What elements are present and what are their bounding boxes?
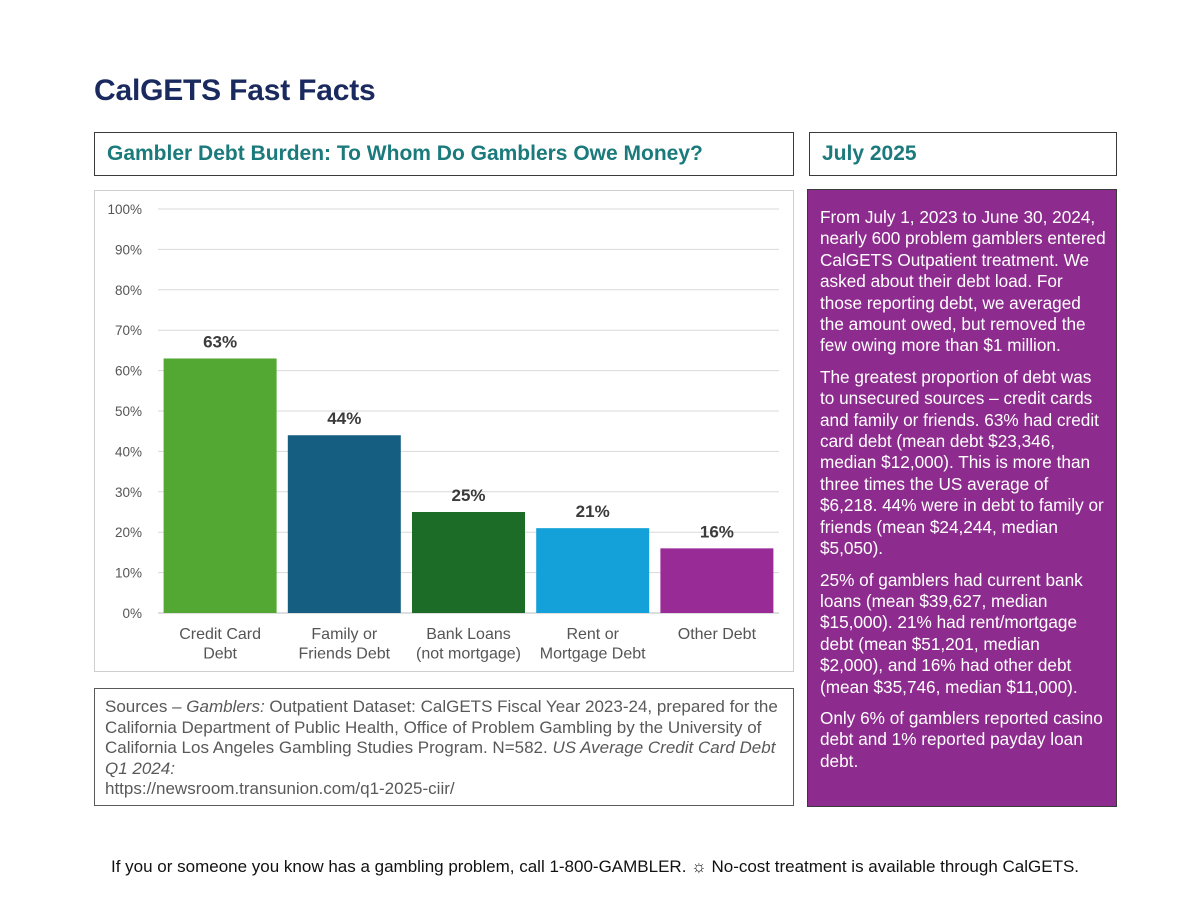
category-label: Credit Card — [179, 626, 261, 643]
sources-lead: Sources – — [105, 697, 187, 716]
y-axis-ticks: 0% 10% 20% 30% 40% 50% 60% 70% 80% 90% 100% — [107, 202, 142, 621]
y-tick-label: 90% — [115, 242, 142, 257]
chart-title-panel: Gambler Debt Burden: To Whom Do Gamblers… — [94, 132, 794, 176]
y-tick-label: 70% — [115, 323, 142, 338]
y-tick-label: 100% — [107, 202, 142, 217]
y-tick-label: 50% — [115, 404, 142, 419]
category-label: Friends Debt — [299, 646, 391, 663]
category-label: Debt — [203, 646, 237, 663]
category-label: Family or — [311, 626, 377, 643]
y-tick-label: 30% — [115, 485, 142, 500]
sources-dataset-label: Gamblers: — [186, 697, 265, 716]
bar — [660, 548, 774, 613]
category-label: (not mortgage) — [416, 646, 521, 663]
chart-panel: 0% 10% 20% 30% 40% 50% 60% 70% 80% 90% 100% 63% 44%… — [94, 190, 794, 672]
helpline-footer: If you or someone you know has a gamblin… — [110, 857, 1080, 876]
data-label: 21% — [576, 502, 610, 521]
summary-paragraph: The greatest proportion of debt was to u… — [820, 366, 1104, 559]
sources-url: https://newsroom.transunion.com/q1-2025-… — [105, 779, 455, 798]
chart-title: Gambler Debt Burden: To Whom Do Gamblers… — [107, 142, 703, 165]
bar — [412, 512, 525, 613]
report-date: July 2025 — [822, 142, 917, 165]
page-title: CalGETS Fast Facts — [94, 74, 376, 107]
y-tick-label: 40% — [115, 444, 142, 459]
category-label: Rent or — [566, 626, 619, 643]
sources-us-label: US Average Credit Card Debt Q1 2024: — [105, 738, 776, 778]
data-label: 44% — [327, 409, 361, 428]
y-tick-label: 80% — [115, 283, 142, 298]
data-label: 25% — [451, 486, 485, 505]
sources-text: Sources – Gamblers: Outpatient Dataset: … — [105, 697, 783, 800]
data-label: 63% — [203, 332, 237, 351]
summary-paragraph: Only 6% of gamblers reported casino debt… — [820, 707, 1103, 771]
value-labels: 63% 44% 25% 21% 16% — [203, 332, 734, 541]
summary-paragraph: From July 1, 2023 to June 30, 2024, near… — [820, 207, 1106, 356]
y-tick-label: 20% — [115, 525, 142, 540]
y-tick-label: 10% — [115, 566, 142, 581]
summary-paragraph: 25% of gamblers had current bank loans (… — [820, 569, 1083, 697]
bar — [163, 358, 277, 613]
bar — [287, 435, 401, 613]
bar — [536, 528, 650, 613]
sources-panel: Sources – Gamblers: Outpatient Dataset: … — [94, 688, 794, 806]
sources-dataset-text: Outpatient Dataset: CalGETS Fiscal Year … — [105, 697, 778, 757]
category-label: Mortgage Debt — [540, 646, 646, 663]
category-labels: Credit Card Debt Family or Friends Debt Bank… — [179, 626, 756, 663]
data-label: 16% — [700, 522, 734, 541]
bar-chart: 0% 10% 20% 30% 40% 50% 60% 70% 80% 90% 100% 63% 44%… — [107, 202, 779, 663]
category-label: Bank Loans — [426, 626, 511, 643]
category-label: Other Debt — [678, 626, 757, 643]
bars — [163, 358, 774, 613]
y-tick-label: 60% — [115, 364, 142, 379]
summary-sidebar: From July 1, 2023 to June 30, 2024, near… — [807, 189, 1117, 807]
y-tick-label: 0% — [122, 606, 142, 621]
date-panel: July 2025 — [809, 132, 1117, 176]
